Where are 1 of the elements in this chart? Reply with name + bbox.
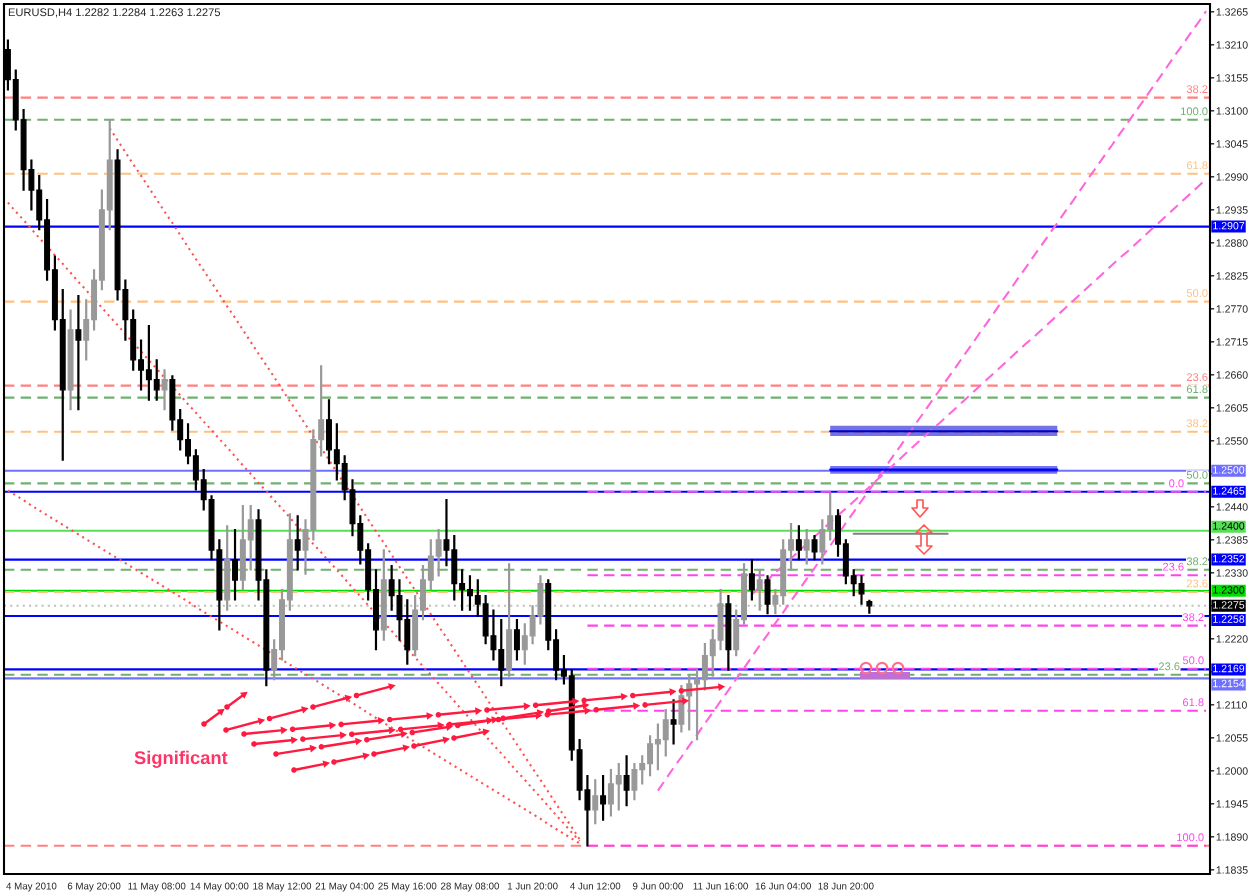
annotation: Significant: [134, 750, 228, 768]
